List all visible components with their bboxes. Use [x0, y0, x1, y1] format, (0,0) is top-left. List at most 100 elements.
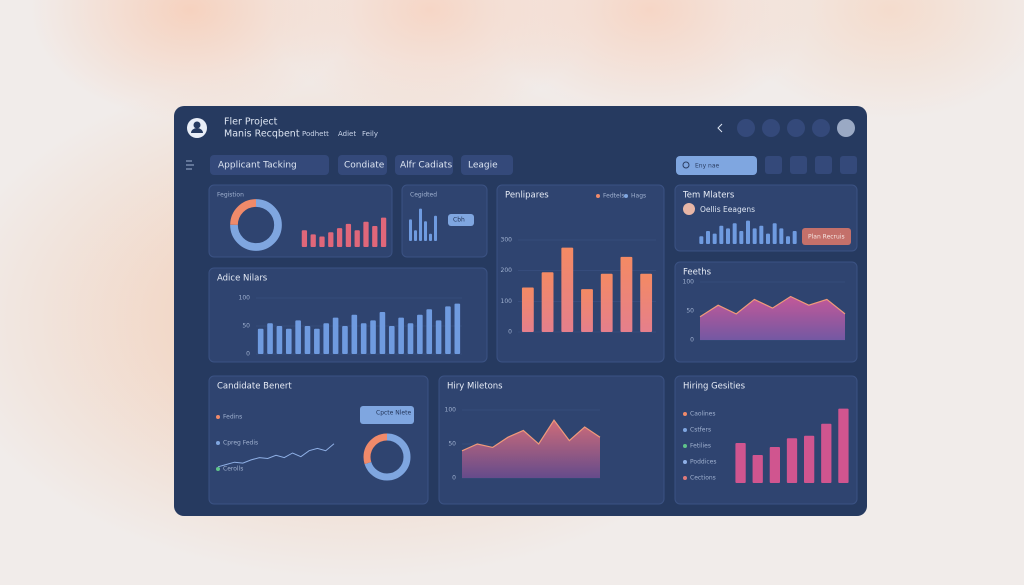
legend-swatch: [683, 412, 687, 416]
y-tick-label: 50: [686, 308, 694, 315]
y-tick-label: 100: [445, 407, 457, 414]
bar: [388, 326, 395, 354]
bar: [434, 215, 437, 241]
legend-swatch: [683, 428, 687, 432]
bar: [407, 323, 414, 354]
area-line: [461, 419, 601, 452]
bar: [620, 256, 633, 332]
bar: [301, 230, 308, 247]
bar: [759, 225, 764, 244]
legend-swatch: [624, 194, 628, 198]
bar: [769, 447, 780, 483]
search-icon: [682, 161, 690, 169]
bar: [699, 236, 704, 244]
app-title: Fler Project: [224, 117, 278, 128]
y-tick-label: 100: [683, 279, 695, 286]
bar: [712, 233, 717, 244]
panel-title: Hiry Miletons: [447, 382, 503, 392]
bar: [581, 289, 593, 332]
icon-button[interactable]: [790, 156, 807, 174]
bar: [735, 443, 746, 483]
bar: [732, 223, 737, 244]
y-tick-label: 300: [501, 237, 513, 244]
dropdown[interactable]: [461, 155, 513, 175]
bar: [342, 326, 348, 354]
bar: [766, 233, 770, 244]
bar: [414, 230, 417, 241]
legend-swatch: [216, 441, 220, 445]
panel-title: Tem Mlaters: [682, 191, 735, 201]
user-avatar[interactable]: [837, 119, 855, 137]
dropdown[interactable]: [210, 155, 329, 175]
bar: [521, 287, 534, 332]
action-button[interactable]: [802, 228, 851, 245]
back-icon[interactable]: [717, 123, 723, 133]
panel-title: Fegistion: [217, 192, 244, 199]
dropdown-label: Alfr Cadiats: [400, 161, 452, 171]
bar: [726, 228, 730, 244]
dropdown-label: Leagie: [468, 161, 498, 171]
tooltip-text: Cbh: [453, 217, 465, 224]
search-box[interactable]: [676, 156, 757, 175]
button-label: Plan Recruis: [808, 234, 845, 241]
tooltip-text: Cpcte Nlete: [376, 410, 411, 417]
icon-button[interactable]: [840, 156, 857, 174]
bar: [419, 208, 422, 241]
bar: [354, 230, 360, 247]
bar: [779, 228, 784, 244]
legend-label: Caolines: [690, 411, 716, 418]
bar: [706, 231, 710, 244]
panel-title: Candidate Benert: [217, 382, 292, 392]
bar: [332, 317, 339, 354]
person-avatar: [683, 203, 695, 215]
y-tick-label: 0: [690, 337, 694, 344]
bar: [323, 323, 330, 354]
bar: [429, 233, 432, 241]
bar: [424, 221, 427, 241]
panel-title: Hiring Gesities: [683, 382, 746, 392]
bar: [772, 223, 777, 244]
bar: [792, 231, 797, 244]
bar: [786, 438, 798, 483]
dropdown[interactable]: [395, 155, 453, 175]
bar: [752, 228, 757, 244]
legend-label: Cpreg Fedis: [223, 440, 258, 447]
icon-button[interactable]: [737, 119, 755, 137]
bar: [314, 328, 320, 354]
line: [217, 443, 335, 468]
area: [700, 296, 845, 340]
bar: [739, 231, 744, 244]
bar: [426, 309, 433, 354]
legend-swatch: [683, 444, 687, 448]
y-tick-label: 0: [508, 329, 512, 336]
icon-button[interactable]: [815, 156, 832, 174]
donut-segment: [230, 199, 282, 251]
nav-link[interactable]: Podhett: [302, 130, 329, 138]
y-tick-label: 100: [501, 298, 513, 305]
sidebar-icon[interactable]: [186, 160, 194, 170]
y-tick-label: 100: [239, 295, 251, 302]
legend-label: Poddices: [690, 459, 716, 466]
nav-link[interactable]: Adiet: [338, 130, 356, 138]
icon-button[interactable]: [812, 119, 830, 137]
bar: [285, 328, 292, 354]
bar: [640, 273, 653, 332]
legend-label: Hags: [631, 193, 646, 200]
bar: [398, 317, 404, 354]
panel-title: Cegidted: [410, 192, 437, 199]
bar: [600, 273, 613, 332]
legend-label: Cerolls: [223, 466, 243, 473]
bar: [746, 220, 750, 244]
y-tick-label: 200: [501, 267, 513, 274]
y-tick-label: 0: [452, 475, 456, 482]
dropdown[interactable]: [338, 155, 387, 175]
bar: [804, 435, 815, 483]
bar: [719, 225, 724, 244]
icon-button[interactable]: [787, 119, 805, 137]
nav-link[interactable]: Feily: [362, 130, 378, 138]
icon-button[interactable]: [762, 119, 780, 137]
bar: [345, 223, 352, 247]
icon-button[interactable]: [765, 156, 782, 174]
bar: [276, 326, 283, 354]
